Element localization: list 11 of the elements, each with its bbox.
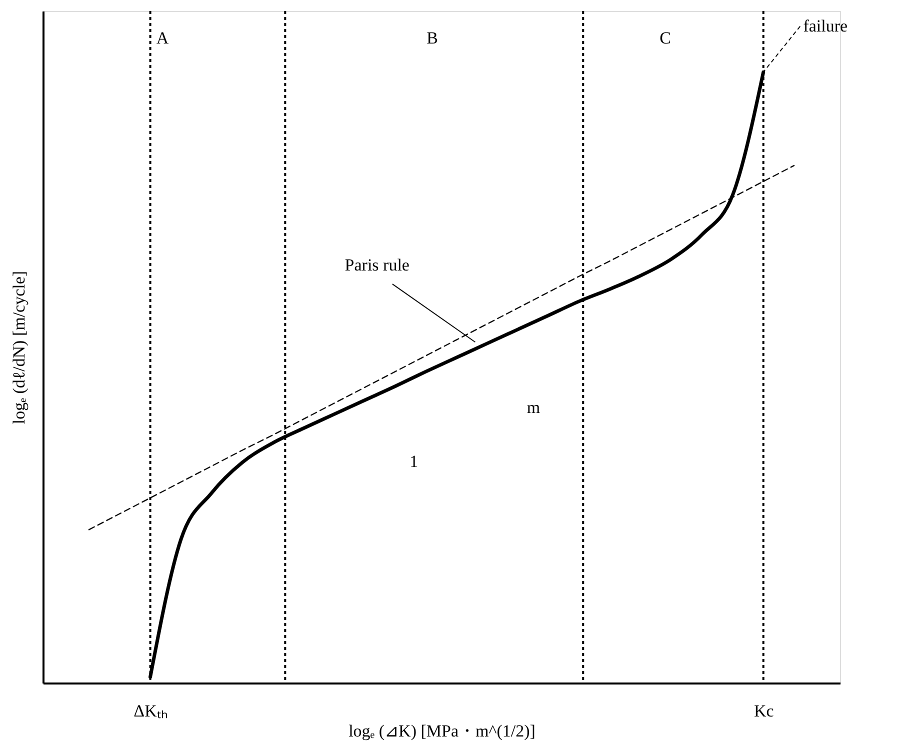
annotation: m xyxy=(526,398,540,418)
x-tick-label: Kc xyxy=(754,702,774,720)
text: failure xyxy=(803,16,848,36)
text: C xyxy=(660,28,671,48)
x-tick-label: ΔKₜₕ xyxy=(134,702,168,720)
x-axis-title: logₑ (⊿K) [MPa・m^(1/2)] xyxy=(348,722,536,740)
annotation: Paris rule xyxy=(344,256,410,275)
text: A xyxy=(156,28,170,48)
y-axis-title: logₑ (dℓ/dN) [m/cycle] xyxy=(10,270,28,424)
annotation: 1 xyxy=(410,452,418,471)
text: B xyxy=(426,28,438,48)
